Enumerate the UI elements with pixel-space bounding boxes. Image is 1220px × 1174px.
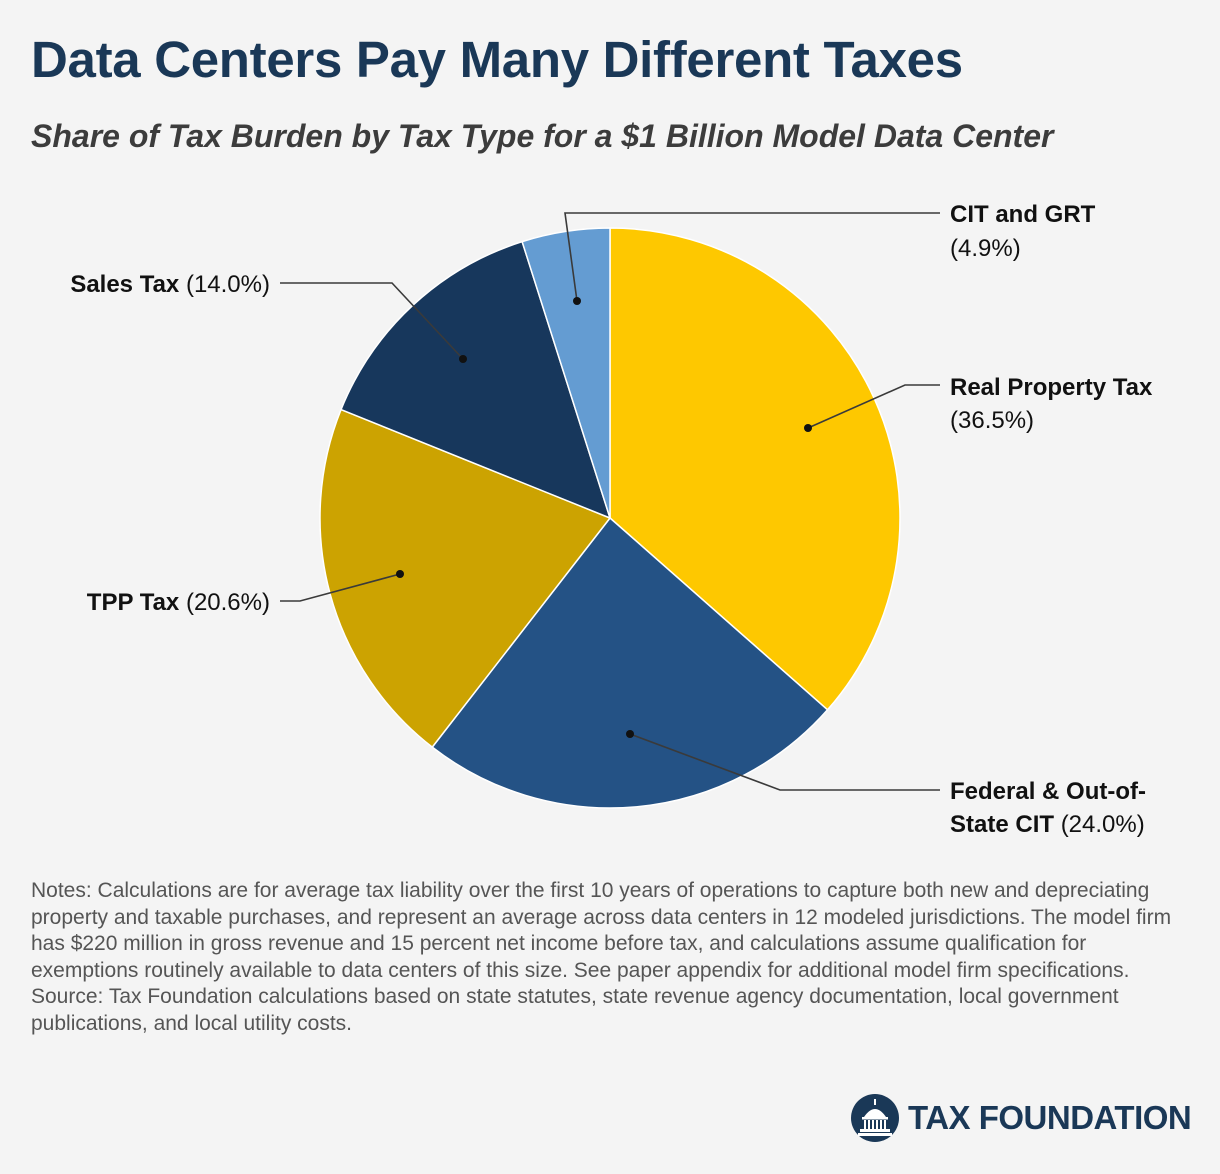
capitol-dome-icon (851, 1094, 899, 1142)
label-tpp: TPP Tax (20.6%) (87, 589, 270, 616)
source-text: Source: Tax Foundation calculations base… (31, 985, 1119, 1035)
label-sales-name: Sales Tax (70, 271, 180, 298)
leader-line-tpp (280, 573, 401, 602)
leader-dot-tpp (396, 570, 404, 578)
pie-slice-cit-and-grt (521, 227, 611, 519)
label-federal-line2: State CIT (950, 811, 1054, 838)
chart-subtitle: Share of Tax Burden by Tax Type for a $1… (31, 118, 1054, 154)
logo-text: TAX FOUNDATION (908, 1099, 1192, 1136)
label-cit-grt: CIT and GRT (950, 201, 1096, 228)
leader-line-real-property (807, 384, 940, 429)
leader-dot-cit-grt (573, 297, 581, 305)
pie-slices (319, 227, 901, 809)
notes-text: Notes: Calculations are for average tax … (31, 879, 1172, 982)
leader-line-federal (629, 733, 940, 791)
leader-line-cit-grt (564, 212, 940, 302)
label-cit-grt-value: (4.9%) (950, 235, 1021, 262)
label-cit-grt-percent: (4.9%) (950, 235, 1021, 262)
chart-title: Data Centers Pay Many Different Taxes (31, 31, 963, 88)
leader-lines (280, 212, 940, 791)
label-cit-grt-name: CIT and GRT (950, 201, 1096, 228)
leader-dot-federal (626, 730, 634, 738)
leader-line-sales (280, 282, 464, 360)
label-real-property-percent: (36.5%) (950, 407, 1034, 434)
pie-chart: CIT and GRT (4.9%) Real Property Tax (36… (70, 201, 1153, 838)
label-sales: Sales Tax (14.0%) (70, 271, 270, 298)
label-tpp-percent: (20.6%) (186, 589, 270, 616)
label-federal: Federal & Out-of- (950, 778, 1146, 805)
label-federal-percent: (24.0%) (1061, 811, 1145, 838)
label-real-property-name: Real Property Tax (950, 374, 1153, 401)
leader-dot-sales (459, 355, 467, 363)
label-real-property: Real Property Tax (950, 374, 1153, 401)
label-sales-percent: (14.0%) (186, 271, 270, 298)
pie-slice-federal-out-of-state-cit (431, 516, 829, 809)
label-federal-line1: Federal & Out-of- (950, 778, 1146, 805)
label-federal-second: State CIT (24.0%) (950, 811, 1145, 838)
notes-block: Notes: Calculations are for average tax … (31, 878, 1191, 1037)
label-real-property-value: (36.5%) (950, 407, 1034, 434)
leader-dot-real-property (804, 424, 812, 432)
label-tpp-name: TPP Tax (87, 589, 180, 616)
tax-foundation-logo: TAX FOUNDATION (850, 1093, 1192, 1143)
